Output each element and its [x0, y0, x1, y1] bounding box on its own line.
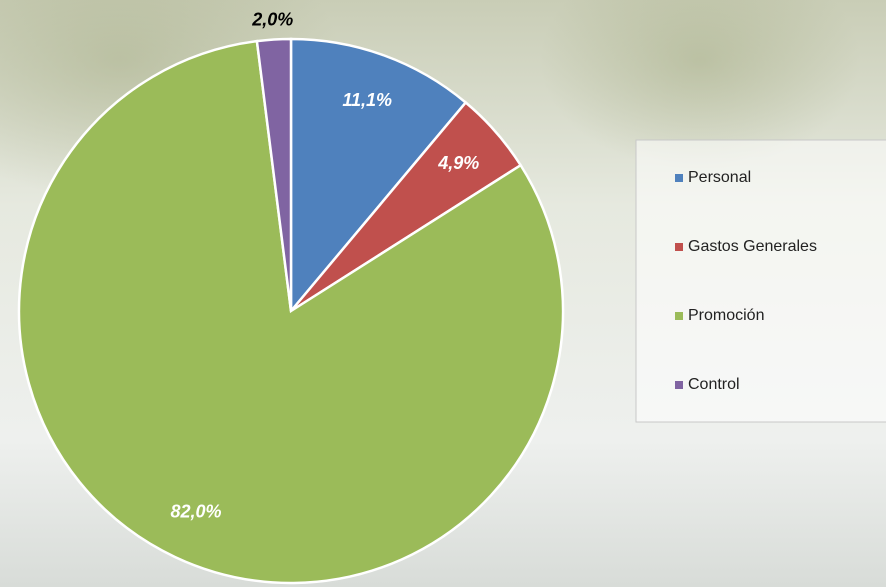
data-label: 82,0%	[171, 502, 222, 522]
pie-slice	[255, 37, 293, 312]
data-label: 2,0%	[251, 9, 293, 29]
pie-slice	[17, 39, 565, 585]
legend-box	[635, 139, 886, 423]
legend-swatch	[675, 174, 683, 182]
legend-swatch	[675, 243, 683, 251]
legend-swatch	[675, 312, 683, 320]
legend-label: Promoción	[688, 307, 764, 324]
data-label: 11,1%	[342, 90, 392, 110]
legend-swatch	[675, 381, 683, 389]
legend: Personal Gastos Generales Promoción Control	[675, 169, 817, 393]
legend-label: Control	[688, 376, 740, 393]
data-label: 4,9%	[437, 153, 479, 173]
pie: 11,1% 4,9% 82,0% 2,0%	[17, 9, 565, 585]
pie-slice	[289, 37, 468, 315]
background-foliage	[540, 0, 860, 170]
legend-label: Gastos Generales	[688, 238, 817, 255]
legend-label: Personal	[688, 169, 751, 186]
